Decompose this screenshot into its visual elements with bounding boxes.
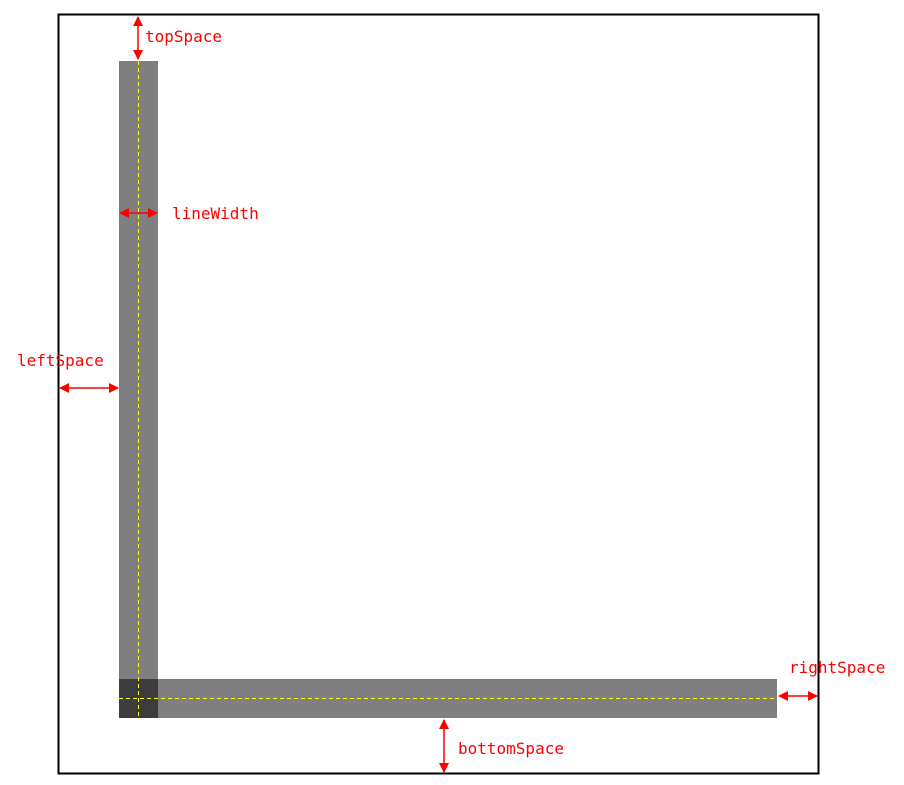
canvas-frame — [57, 13, 820, 775]
line-width-label: lineWidth — [172, 204, 259, 223]
bottom-space-label: bottomSpace — [458, 739, 564, 758]
left-space-label: leftSpace — [17, 351, 104, 370]
right-space-label: rightSpace — [789, 658, 885, 677]
top-space-label: topSpace — [145, 27, 222, 46]
